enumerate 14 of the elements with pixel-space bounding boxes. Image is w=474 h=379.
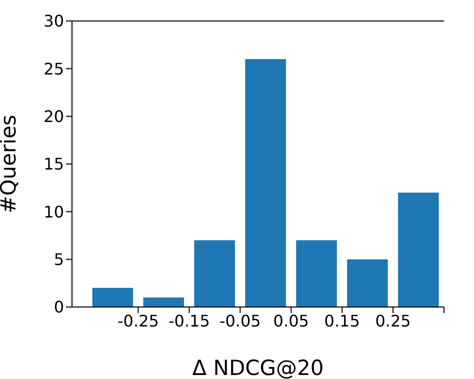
- x-tick-label: 0.05: [273, 311, 309, 330]
- y-tick-label: 30: [44, 12, 64, 31]
- y-tick-label: 15: [44, 154, 64, 174]
- y-tick-label: 20: [44, 107, 64, 126]
- x-tick-label: 0.25: [375, 311, 411, 330]
- y-tick-label: 25: [44, 59, 64, 78]
- x-tick-label: -0.15: [168, 311, 210, 330]
- y-tick-label: 5: [54, 250, 64, 270]
- x-tick-label: -0.25: [118, 311, 159, 330]
- x-axis-title: Δ NDCG@20: [192, 356, 324, 379]
- x-tick-label: -0.05: [219, 311, 261, 330]
- x-tick-label: 0.15: [324, 311, 360, 330]
- y-tick-label: 0: [54, 298, 64, 317]
- y-tick-label: 10: [44, 202, 64, 222]
